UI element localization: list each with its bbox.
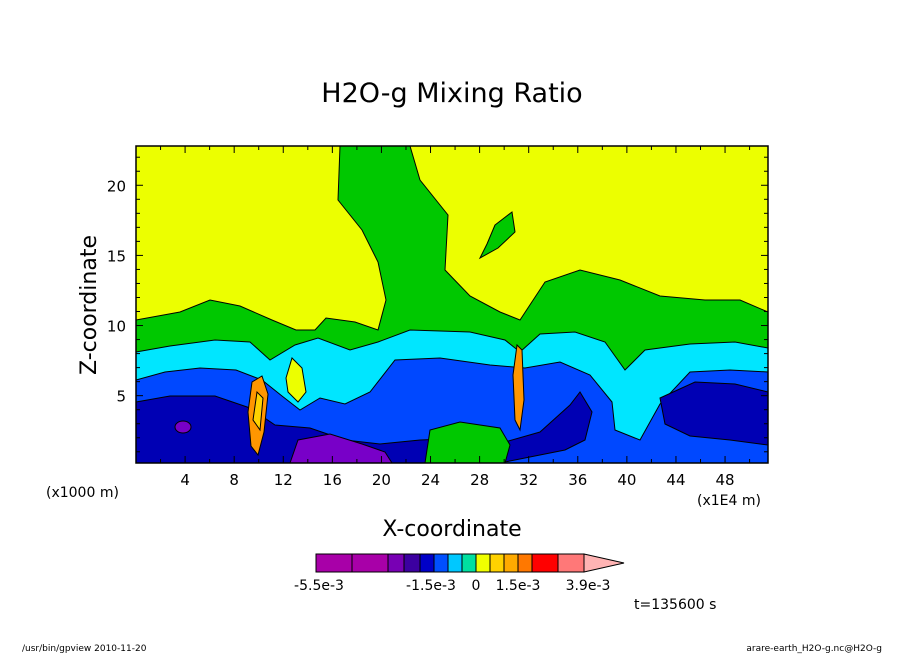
colorbar-swatch: [557, 553, 585, 573]
x-unit-left: (x1000 m): [46, 485, 119, 501]
region-green-patch: [424, 421, 511, 463]
colorbar-swatch: [315, 553, 353, 573]
colorbar-swatch: [403, 553, 421, 573]
x-tick-label: 28: [470, 471, 489, 489]
y-tick-label: 15: [107, 247, 126, 265]
colorbar-swatch: [503, 553, 519, 573]
colorbar-swatch: [387, 553, 405, 573]
x-tick-label: 4: [180, 471, 190, 489]
colorbar-swatch: [517, 553, 533, 573]
colorbar-swatch: [461, 553, 477, 573]
colorbar-swatch: [447, 553, 463, 573]
x-tick-label: 20: [372, 471, 391, 489]
colorbar-swatch: [531, 553, 559, 573]
region-green-blob: [478, 211, 516, 260]
region-plume-center: [512, 343, 525, 432]
colorbar-label-1: -1.5e-3: [406, 578, 456, 594]
region-purple-core: [289, 433, 393, 463]
region-upper-dry-right: [409, 146, 768, 321]
x-tick-label: 48: [716, 471, 735, 489]
region-upper-dry-left: [136, 146, 387, 331]
colorbar: [315, 553, 625, 573]
colorbar-swatch: [475, 553, 491, 573]
x-tick-label: 36: [568, 471, 587, 489]
x-axis-label: X-coordinate: [382, 517, 521, 542]
colorbar-label-2: 0: [472, 578, 481, 594]
colorbar-label-0: -5.5e-3: [294, 578, 344, 594]
x-unit-right: (x1E4 m): [697, 493, 761, 509]
colorbar-swatch: [433, 553, 449, 573]
region-purple-spot: [174, 420, 192, 434]
colorbar-label-3: 1.5e-3: [496, 578, 541, 594]
x-tick-label: 44: [666, 471, 685, 489]
x-axis-ticks: 4 8 12 16 20 24 28 32 36 40 44 48: [160, 146, 751, 489]
x-tick-label: 12: [274, 471, 293, 489]
y-axis-label: Z-coordinate: [77, 235, 102, 375]
colorbar-swatch: [419, 553, 435, 573]
x-tick-label: 40: [617, 471, 636, 489]
region-navy-right: [659, 381, 768, 446]
time-label: t=135600 s: [634, 597, 716, 613]
y-tick-label: 5: [116, 388, 126, 406]
region-yellow-lens: [285, 357, 307, 403]
plot-frame: [135, 145, 769, 464]
y-tick-label: 10: [107, 318, 126, 336]
chart-title: H2O-g Mixing Ratio: [321, 78, 582, 109]
x-tick-label: 24: [421, 471, 440, 489]
colorbar-arrow: [583, 553, 625, 573]
colorbar-label-4: 3.9e-3: [566, 578, 611, 594]
x-tick-label: 16: [323, 471, 342, 489]
contour-field: [136, 146, 768, 463]
y-tick-label: 20: [107, 177, 126, 195]
colorbar-swatch: [351, 553, 389, 573]
footer-left: /usr/bin/gpview 2010-11-20: [22, 644, 147, 654]
colorbar-swatch: [489, 553, 505, 573]
y-axis-ticks: 5 10 15 20: [107, 156, 768, 453]
x-tick-label: 32: [519, 471, 538, 489]
region-plume-left-core: [252, 390, 264, 432]
x-tick-label: 8: [229, 471, 239, 489]
footer-right: arare-earth_H2O-g.nc@H2O-g: [746, 644, 882, 654]
